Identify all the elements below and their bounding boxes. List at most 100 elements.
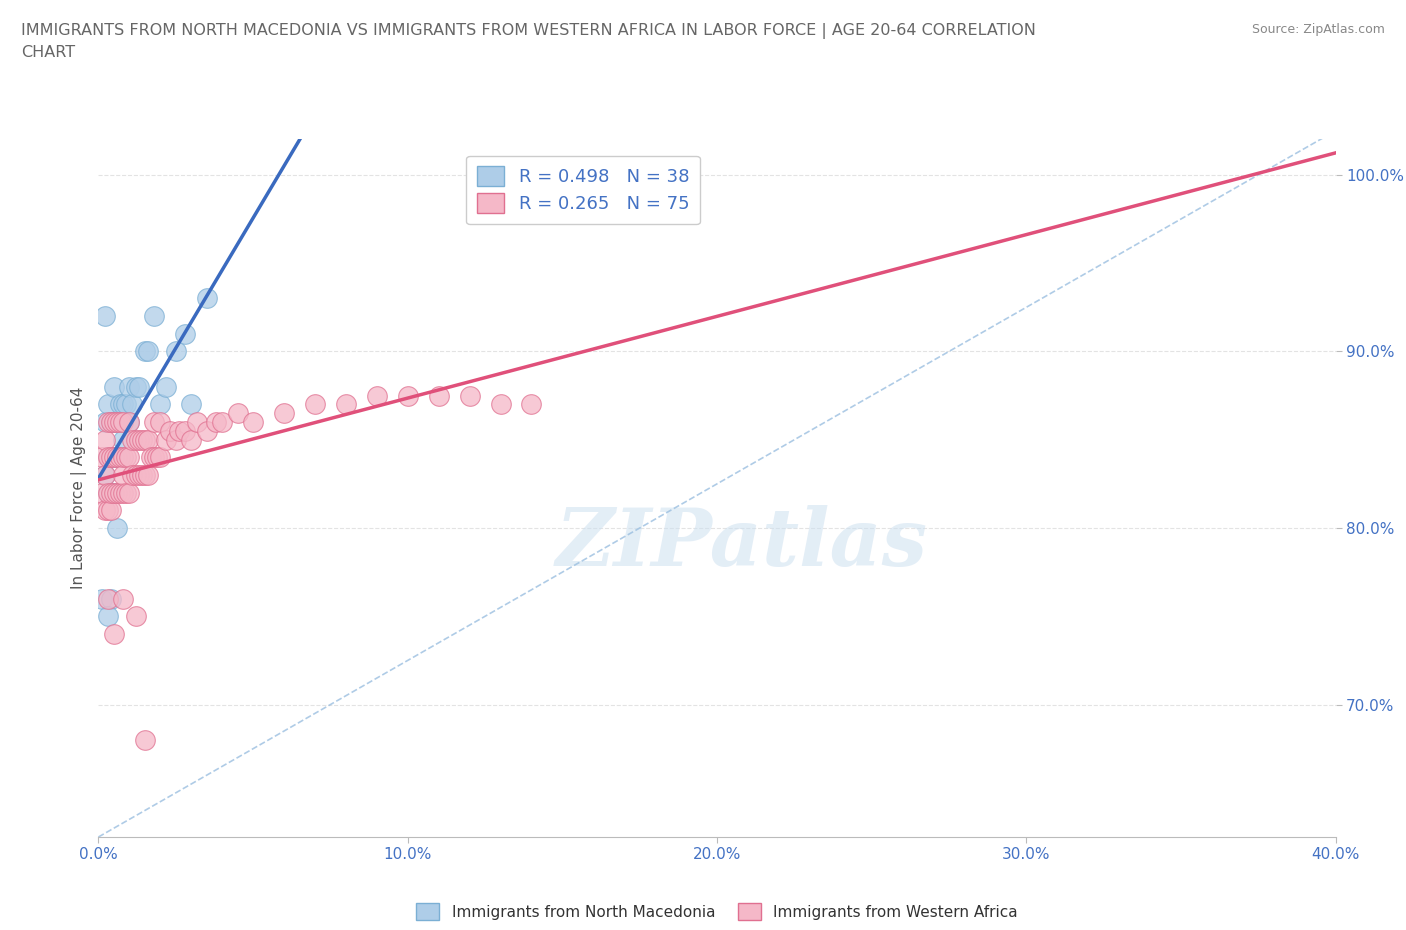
- Point: [118, 415, 141, 430]
- Point: [97, 609, 120, 624]
- Point: [100, 415, 122, 430]
- Point: [128, 432, 150, 447]
- Point: [174, 423, 197, 438]
- Point: [427, 388, 450, 403]
- Point: [205, 415, 228, 430]
- Point: [105, 415, 128, 430]
- Point: [273, 405, 295, 420]
- Point: [105, 450, 128, 465]
- Point: [134, 344, 156, 359]
- Point: [93, 503, 115, 518]
- Point: [115, 397, 138, 412]
- Point: [139, 450, 162, 465]
- Point: [195, 423, 218, 438]
- Point: [304, 397, 326, 412]
- Point: [97, 450, 120, 465]
- Point: [97, 485, 120, 500]
- Point: [136, 468, 159, 483]
- Point: [186, 415, 208, 430]
- Point: [159, 423, 181, 438]
- Point: [396, 388, 419, 403]
- Point: [112, 397, 135, 412]
- Point: [118, 379, 141, 394]
- Point: [458, 388, 481, 403]
- Point: [108, 397, 131, 412]
- Point: [112, 468, 135, 483]
- Point: [103, 450, 125, 465]
- Point: [112, 450, 135, 465]
- Point: [97, 415, 120, 430]
- Point: [105, 521, 128, 536]
- Point: [100, 450, 122, 465]
- Point: [97, 450, 120, 465]
- Point: [128, 468, 150, 483]
- Point: [128, 379, 150, 394]
- Point: [112, 485, 135, 500]
- Point: [134, 733, 156, 748]
- Point: [90, 591, 112, 606]
- Point: [100, 485, 122, 500]
- Point: [97, 485, 120, 500]
- Text: ZIPatlas: ZIPatlas: [555, 505, 928, 583]
- Point: [103, 415, 125, 430]
- Point: [149, 450, 172, 465]
- Point: [165, 344, 187, 359]
- Legend: Immigrants from North Macedonia, Immigrants from Western Africa: Immigrants from North Macedonia, Immigra…: [411, 897, 1024, 926]
- Point: [100, 450, 122, 465]
- Point: [103, 485, 125, 500]
- Y-axis label: In Labor Force | Age 20-64: In Labor Force | Age 20-64: [72, 387, 87, 590]
- Point: [118, 415, 141, 430]
- Point: [242, 415, 264, 430]
- Point: [149, 415, 172, 430]
- Point: [103, 627, 125, 642]
- Point: [131, 468, 153, 483]
- Point: [174, 326, 197, 341]
- Point: [93, 309, 115, 324]
- Point: [97, 591, 120, 606]
- Point: [93, 468, 115, 483]
- Point: [115, 485, 138, 500]
- Point: [93, 415, 115, 430]
- Point: [167, 423, 190, 438]
- Point: [134, 468, 156, 483]
- Point: [180, 397, 202, 412]
- Point: [103, 415, 125, 430]
- Point: [520, 397, 543, 412]
- Point: [124, 379, 146, 394]
- Point: [131, 432, 153, 447]
- Point: [155, 432, 177, 447]
- Point: [335, 397, 357, 412]
- Point: [97, 503, 120, 518]
- Point: [489, 397, 512, 412]
- Point: [112, 432, 135, 447]
- Point: [108, 450, 131, 465]
- Point: [118, 450, 141, 465]
- Point: [100, 503, 122, 518]
- Point: [90, 485, 112, 500]
- Point: [108, 485, 131, 500]
- Point: [121, 397, 143, 412]
- Point: [115, 450, 138, 465]
- Point: [195, 291, 218, 306]
- Point: [143, 450, 166, 465]
- Point: [366, 388, 388, 403]
- Point: [165, 432, 187, 447]
- Point: [226, 405, 249, 420]
- Point: [90, 450, 112, 465]
- Text: IMMIGRANTS FROM NORTH MACEDONIA VS IMMIGRANTS FROM WESTERN AFRICA IN LABOR FORCE: IMMIGRANTS FROM NORTH MACEDONIA VS IMMIG…: [21, 23, 1036, 60]
- Point: [121, 468, 143, 483]
- Point: [105, 415, 128, 430]
- Point: [146, 450, 169, 465]
- Point: [103, 485, 125, 500]
- Point: [149, 397, 172, 412]
- Point: [100, 591, 122, 606]
- Text: Source: ZipAtlas.com: Source: ZipAtlas.com: [1251, 23, 1385, 36]
- Point: [121, 432, 143, 447]
- Point: [112, 591, 135, 606]
- Point: [143, 309, 166, 324]
- Point: [136, 344, 159, 359]
- Point: [143, 415, 166, 430]
- Point: [134, 432, 156, 447]
- Point: [100, 485, 122, 500]
- Point: [103, 379, 125, 394]
